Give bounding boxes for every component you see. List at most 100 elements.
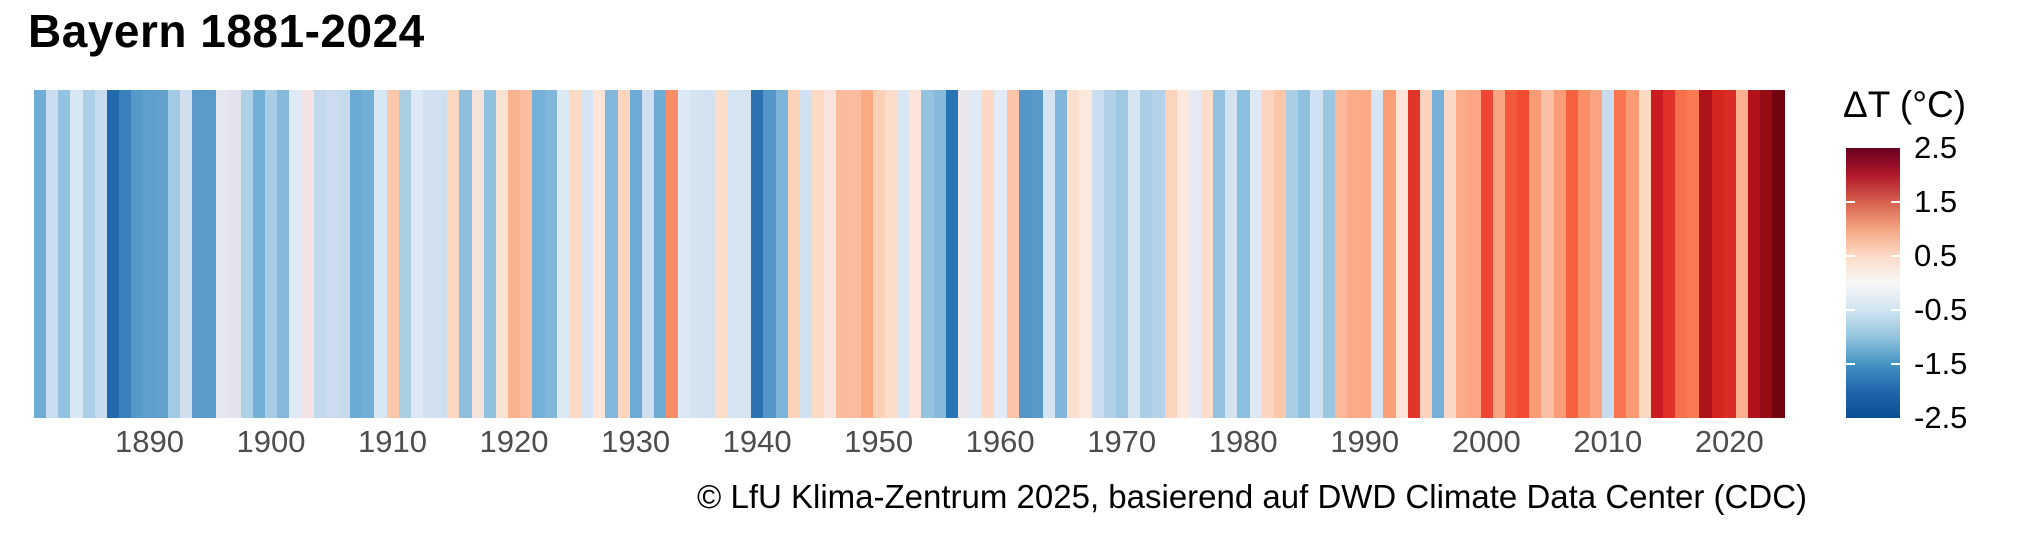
x-tick-label: 1890: [115, 424, 184, 459]
x-tick-label: 1970: [1087, 424, 1157, 459]
colorbar-gradient: [1846, 148, 1900, 418]
year-stripe: [1115, 90, 1129, 418]
year-stripe: [1140, 90, 1153, 418]
year-stripe: [714, 90, 727, 418]
x-tick-label: 2020: [1694, 424, 1764, 459]
year-stripe: [277, 90, 290, 418]
year-stripe: [1261, 90, 1274, 418]
colorbar-tick-dash: [1891, 201, 1900, 203]
year-stripe: [1626, 90, 1639, 418]
chart-title: Bayern 1881-2024: [28, 5, 425, 57]
year-stripe: [581, 90, 594, 418]
year-stripe: [556, 90, 569, 418]
year-stripe: [787, 90, 800, 418]
year-stripe: [167, 90, 180, 418]
x-tick-label: 1950: [844, 424, 914, 459]
year-stripe: [702, 90, 715, 418]
year-stripe: [824, 90, 837, 418]
year-stripe: [1468, 90, 1481, 418]
year-stripe: [1371, 90, 1384, 418]
year-stripe: [264, 90, 278, 418]
colorbar-legend: ΔT (°C) 2.5 1.5 0.5 -0.5 -1.5 -2.5: [1840, 84, 2025, 444]
year-stripe: [653, 90, 667, 418]
legend-tick-label: 0.5: [1914, 238, 1958, 273]
year-stripe: [1091, 90, 1104, 418]
year-stripe: [192, 90, 205, 418]
year-stripe: [374, 90, 387, 418]
year-stripe: [1383, 90, 1396, 418]
year-stripe: [945, 90, 958, 418]
source-caption: © LfU Klima-Zentrum 2025, basierend auf …: [697, 478, 1808, 515]
year-stripe: [447, 90, 460, 418]
year-stripe: [216, 90, 229, 418]
legend-tick-label: 2.5: [1914, 130, 1958, 165]
year-stripe: [398, 90, 411, 418]
year-stripe: [884, 90, 898, 418]
year-stripe: [1067, 90, 1080, 418]
year-stripe: [860, 90, 873, 418]
year-stripe: [544, 90, 557, 418]
x-tick-label: 2000: [1451, 424, 1521, 459]
year-stripe: [94, 90, 107, 418]
year-stripe: [410, 90, 423, 418]
year-stripe: [1772, 90, 1785, 418]
year-stripe: [605, 90, 618, 418]
legend-tick-label: -1.5: [1914, 346, 1968, 381]
warming-stripes-plot: [34, 90, 1785, 418]
year-stripe: [1553, 90, 1566, 418]
x-tick-label: 1980: [1208, 424, 1278, 459]
year-stripe: [1748, 90, 1761, 418]
year-stripe: [921, 90, 934, 418]
year-stripe: [313, 90, 326, 418]
year-stripe: [982, 90, 995, 418]
year-stripe: [812, 90, 825, 418]
year-stripe: [872, 90, 885, 418]
year-stripe: [423, 90, 436, 418]
x-axis: 1890 1900 1910 1920 1930 1940 1950 1960 1970 1980…: [0, 418, 2025, 464]
year-stripe: [1249, 90, 1262, 418]
year-stripe: [690, 90, 703, 418]
year-stripe: [1504, 90, 1518, 418]
year-stripe: [1346, 90, 1360, 418]
year-stripe: [1577, 90, 1590, 418]
year-stripe: [617, 90, 630, 418]
year-stripe: [1456, 90, 1469, 418]
x-tick-label: 1930: [601, 424, 671, 459]
colorbar-tick-dash: [1891, 309, 1900, 311]
year-stripe: [897, 90, 910, 418]
year-stripe: [1079, 90, 1092, 418]
year-stripe: [957, 90, 971, 418]
year-stripe: [1590, 90, 1603, 418]
year-stripe: [1541, 90, 1554, 418]
year-stripe: [1334, 90, 1347, 418]
x-tick-label: 1910: [358, 424, 427, 459]
year-stripe: [751, 90, 764, 418]
year-stripe: [629, 90, 642, 418]
year-stripe: [1030, 90, 1043, 418]
year-stripe: [301, 90, 314, 418]
year-stripe: [143, 90, 156, 418]
x-tick-label: 1940: [722, 424, 792, 459]
year-stripe: [1419, 90, 1432, 418]
year-stripe: [1042, 90, 1056, 418]
year-stripe: [1565, 90, 1578, 418]
x-tick-label: 1900: [236, 424, 306, 459]
year-stripe: [1517, 90, 1530, 418]
year-stripe: [1128, 90, 1141, 418]
year-stripe: [1735, 90, 1749, 418]
year-stripe: [726, 90, 740, 418]
year-stripe: [1480, 90, 1493, 418]
year-stripe: [289, 90, 302, 418]
year-stripe: [325, 90, 338, 418]
year-stripe: [350, 90, 363, 418]
year-stripe: [568, 90, 582, 418]
year-stripe: [1164, 90, 1177, 418]
year-stripe: [1055, 90, 1068, 418]
year-stripe: [82, 90, 95, 418]
year-stripe: [1225, 90, 1238, 418]
year-stripe: [1176, 90, 1189, 418]
year-stripe: [435, 90, 448, 418]
year-stripe: [1213, 90, 1226, 418]
x-tick-label: 1960: [965, 424, 1035, 459]
year-stripe: [252, 90, 265, 418]
